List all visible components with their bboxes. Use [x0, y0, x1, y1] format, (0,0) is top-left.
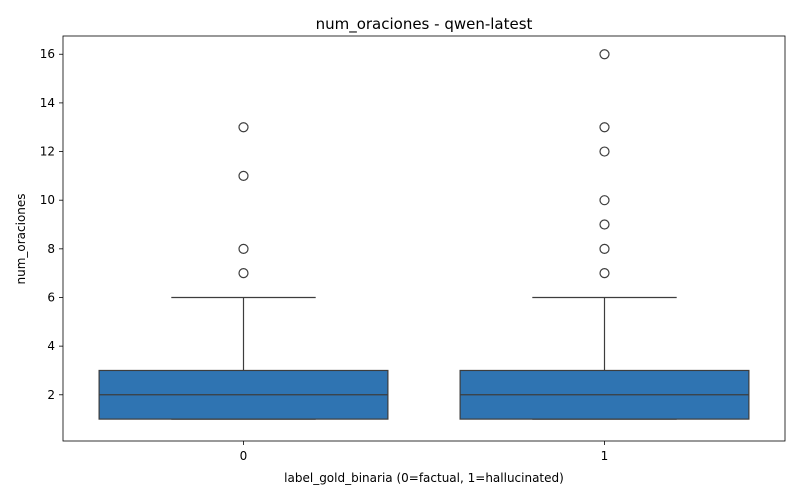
plot-area — [98, 49, 750, 420]
outlier-point — [599, 243, 610, 254]
outlier-point — [238, 268, 249, 279]
chart-title: num_oraciones - qwen-latest — [316, 15, 533, 34]
y-axis-label: num_oraciones — [14, 193, 28, 284]
outlier-point — [599, 268, 610, 279]
y-tick-label: 8 — [47, 242, 55, 256]
outlier-point — [599, 219, 610, 230]
y-tick-label: 14 — [40, 96, 55, 110]
plot-frame — [62, 35, 786, 442]
outlier-point — [238, 170, 249, 181]
outlier-point — [238, 243, 249, 254]
outlier-point — [599, 49, 610, 60]
y-tick-label: 2 — [47, 388, 55, 402]
box-group-1 — [459, 49, 750, 420]
box-group-0 — [98, 122, 389, 420]
y-tick-label: 6 — [47, 290, 55, 304]
outlier-point — [599, 122, 610, 133]
y-tick-label: 12 — [40, 145, 55, 159]
y-tick-label: 10 — [40, 193, 55, 207]
y-tick-label: 4 — [47, 339, 55, 353]
outlier-point — [238, 122, 249, 133]
outlier-point — [599, 195, 610, 206]
y-axis: 2 4 6 8 10 12 14 16 — [40, 47, 63, 402]
outlier-point — [599, 146, 610, 157]
x-tick-label: 1 — [601, 449, 609, 463]
y-tick-label: 16 — [40, 47, 55, 61]
x-tick-label: 0 — [240, 449, 248, 463]
x-axis-label: label_gold_binaria (0=factual, 1=halluci… — [284, 471, 564, 485]
